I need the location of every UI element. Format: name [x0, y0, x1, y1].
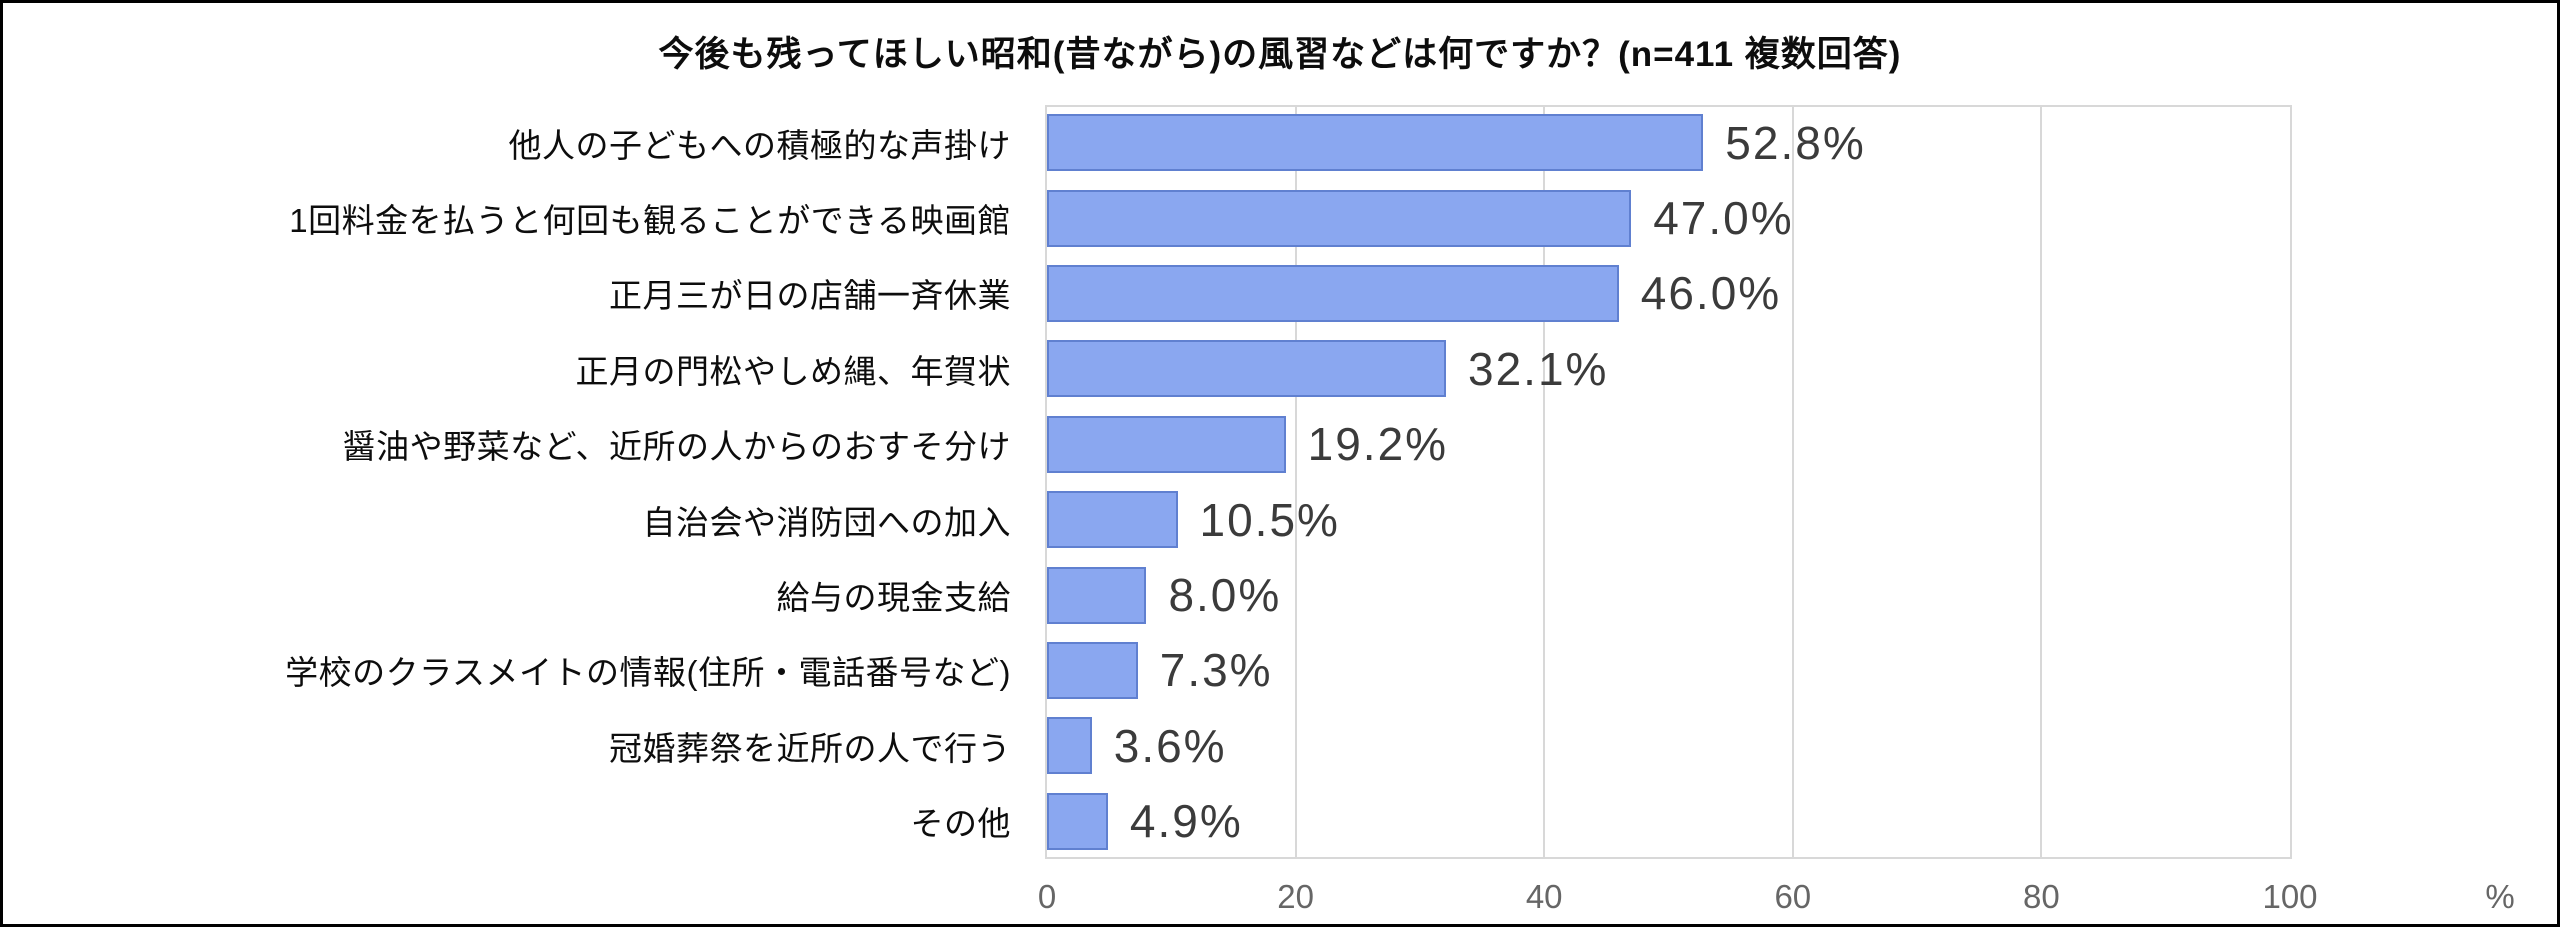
x-tick-label: 40	[1525, 878, 1563, 915]
bar-row: 他人の子どもへの積極的な声掛け 52.8%	[0, 105, 2560, 180]
value-label: 47.0%	[1653, 192, 1794, 245]
bar-row: 正月三が日の店舗一斉休業 46.0%	[0, 256, 2560, 331]
value-label: 32.1%	[1468, 342, 1609, 395]
bar-row: その他 4.9%	[0, 784, 2560, 859]
gridline	[1294, 107, 1297, 857]
bar-track: 47.0%	[1047, 180, 2290, 255]
bar	[1047, 717, 1092, 775]
value-label: 46.0%	[1640, 267, 1782, 320]
category-label: 醤油や野菜など、近所の人からのおすそ分け	[342, 428, 1011, 466]
value-label: 3.6%	[1113, 719, 1227, 772]
bar-row: 学校のクラスメイトの情報(住所・電話番号など) 7.3%	[0, 633, 2560, 708]
chart-title: 今後も残ってほしい昭和(昔ながら)の風習などは何ですか？(n=411 複数回答)	[658, 35, 1902, 74]
bar	[1047, 264, 1619, 322]
value-label: 8.0%	[1168, 569, 1282, 622]
bar-track: 32.1%	[1047, 331, 2290, 406]
bar-track: 52.8%	[1047, 105, 2290, 180]
bar	[1047, 189, 1632, 247]
value-label: 4.9%	[1129, 795, 1243, 848]
x-tick-label: 80	[2023, 878, 2060, 915]
category-label: 自治会や消防団への加入	[642, 503, 1011, 541]
category-label: その他	[910, 805, 1011, 843]
bar	[1047, 491, 1178, 549]
bar	[1047, 340, 1446, 398]
category-label: 正月三が日の店舗一斉休業	[609, 277, 1011, 315]
bar-track: 19.2%	[1047, 407, 2290, 482]
bar-track: 10.5%	[1047, 482, 2290, 557]
bar-track: 7.3%	[1047, 633, 2290, 708]
bar-row: 正月の門松やしめ縄、年賀状 32.1%	[0, 331, 2560, 406]
bar	[1047, 415, 1286, 473]
x-axis: % 0 20 40 60 80 100	[0, 878, 2560, 923]
bar-row: 給与の現金支給 8.0%	[0, 557, 2560, 632]
value-label: 7.3%	[1159, 644, 1273, 697]
category-label: 他人の子どもへの積極的な声掛け	[508, 126, 1011, 164]
value-label: 10.5%	[1199, 493, 1340, 546]
bar	[1047, 114, 1704, 172]
x-tick-label: 20	[1277, 878, 1314, 915]
x-tick-label: 0	[1037, 878, 1057, 915]
bar-row: 1回料金を払うと何回も観ることができる映画館 47.0%	[0, 180, 2560, 255]
category-label: 正月の門松やしめ縄、年賀状	[575, 352, 1011, 390]
bar	[1047, 641, 1138, 699]
gridline	[1791, 107, 1794, 857]
bar-rows-container: 他人の子どもへの積極的な声掛け 52.8% 1回料金を払うと何回も観ることができ…	[0, 105, 2560, 859]
bar-row: 醤油や野菜など、近所の人からのおすそ分け 19.2%	[0, 407, 2560, 482]
bar	[1047, 566, 1147, 624]
category-label: 学校のクラスメイトの情報(住所・電話番号など)	[285, 654, 1011, 692]
bar-track: 46.0%	[1047, 256, 2290, 331]
gridline	[2040, 107, 2043, 857]
value-label: 52.8%	[1725, 116, 1866, 169]
x-tick-label: 100	[2262, 878, 2318, 915]
gridline	[1543, 107, 1546, 857]
bar-track: 3.6%	[1047, 708, 2290, 783]
bar-row: 自治会や消防団への加入 10.5%	[0, 482, 2560, 557]
category-label: 給与の現金支給	[776, 579, 1011, 617]
category-label: 1回料金を払うと何回も観ることができる映画館	[289, 202, 1011, 240]
bar-row: 冠婚葬祭を近所の人で行う 3.6%	[0, 708, 2560, 783]
x-axis-unit-label: %	[2485, 878, 2515, 915]
bar-track: 4.9%	[1047, 784, 2290, 859]
value-label: 19.2%	[1307, 418, 1449, 471]
bar	[1047, 792, 1108, 850]
x-tick-label: 60	[1774, 878, 1812, 915]
category-label: 冠婚葬祭を近所の人で行う	[609, 729, 1011, 767]
bar-track: 8.0%	[1047, 557, 2290, 632]
